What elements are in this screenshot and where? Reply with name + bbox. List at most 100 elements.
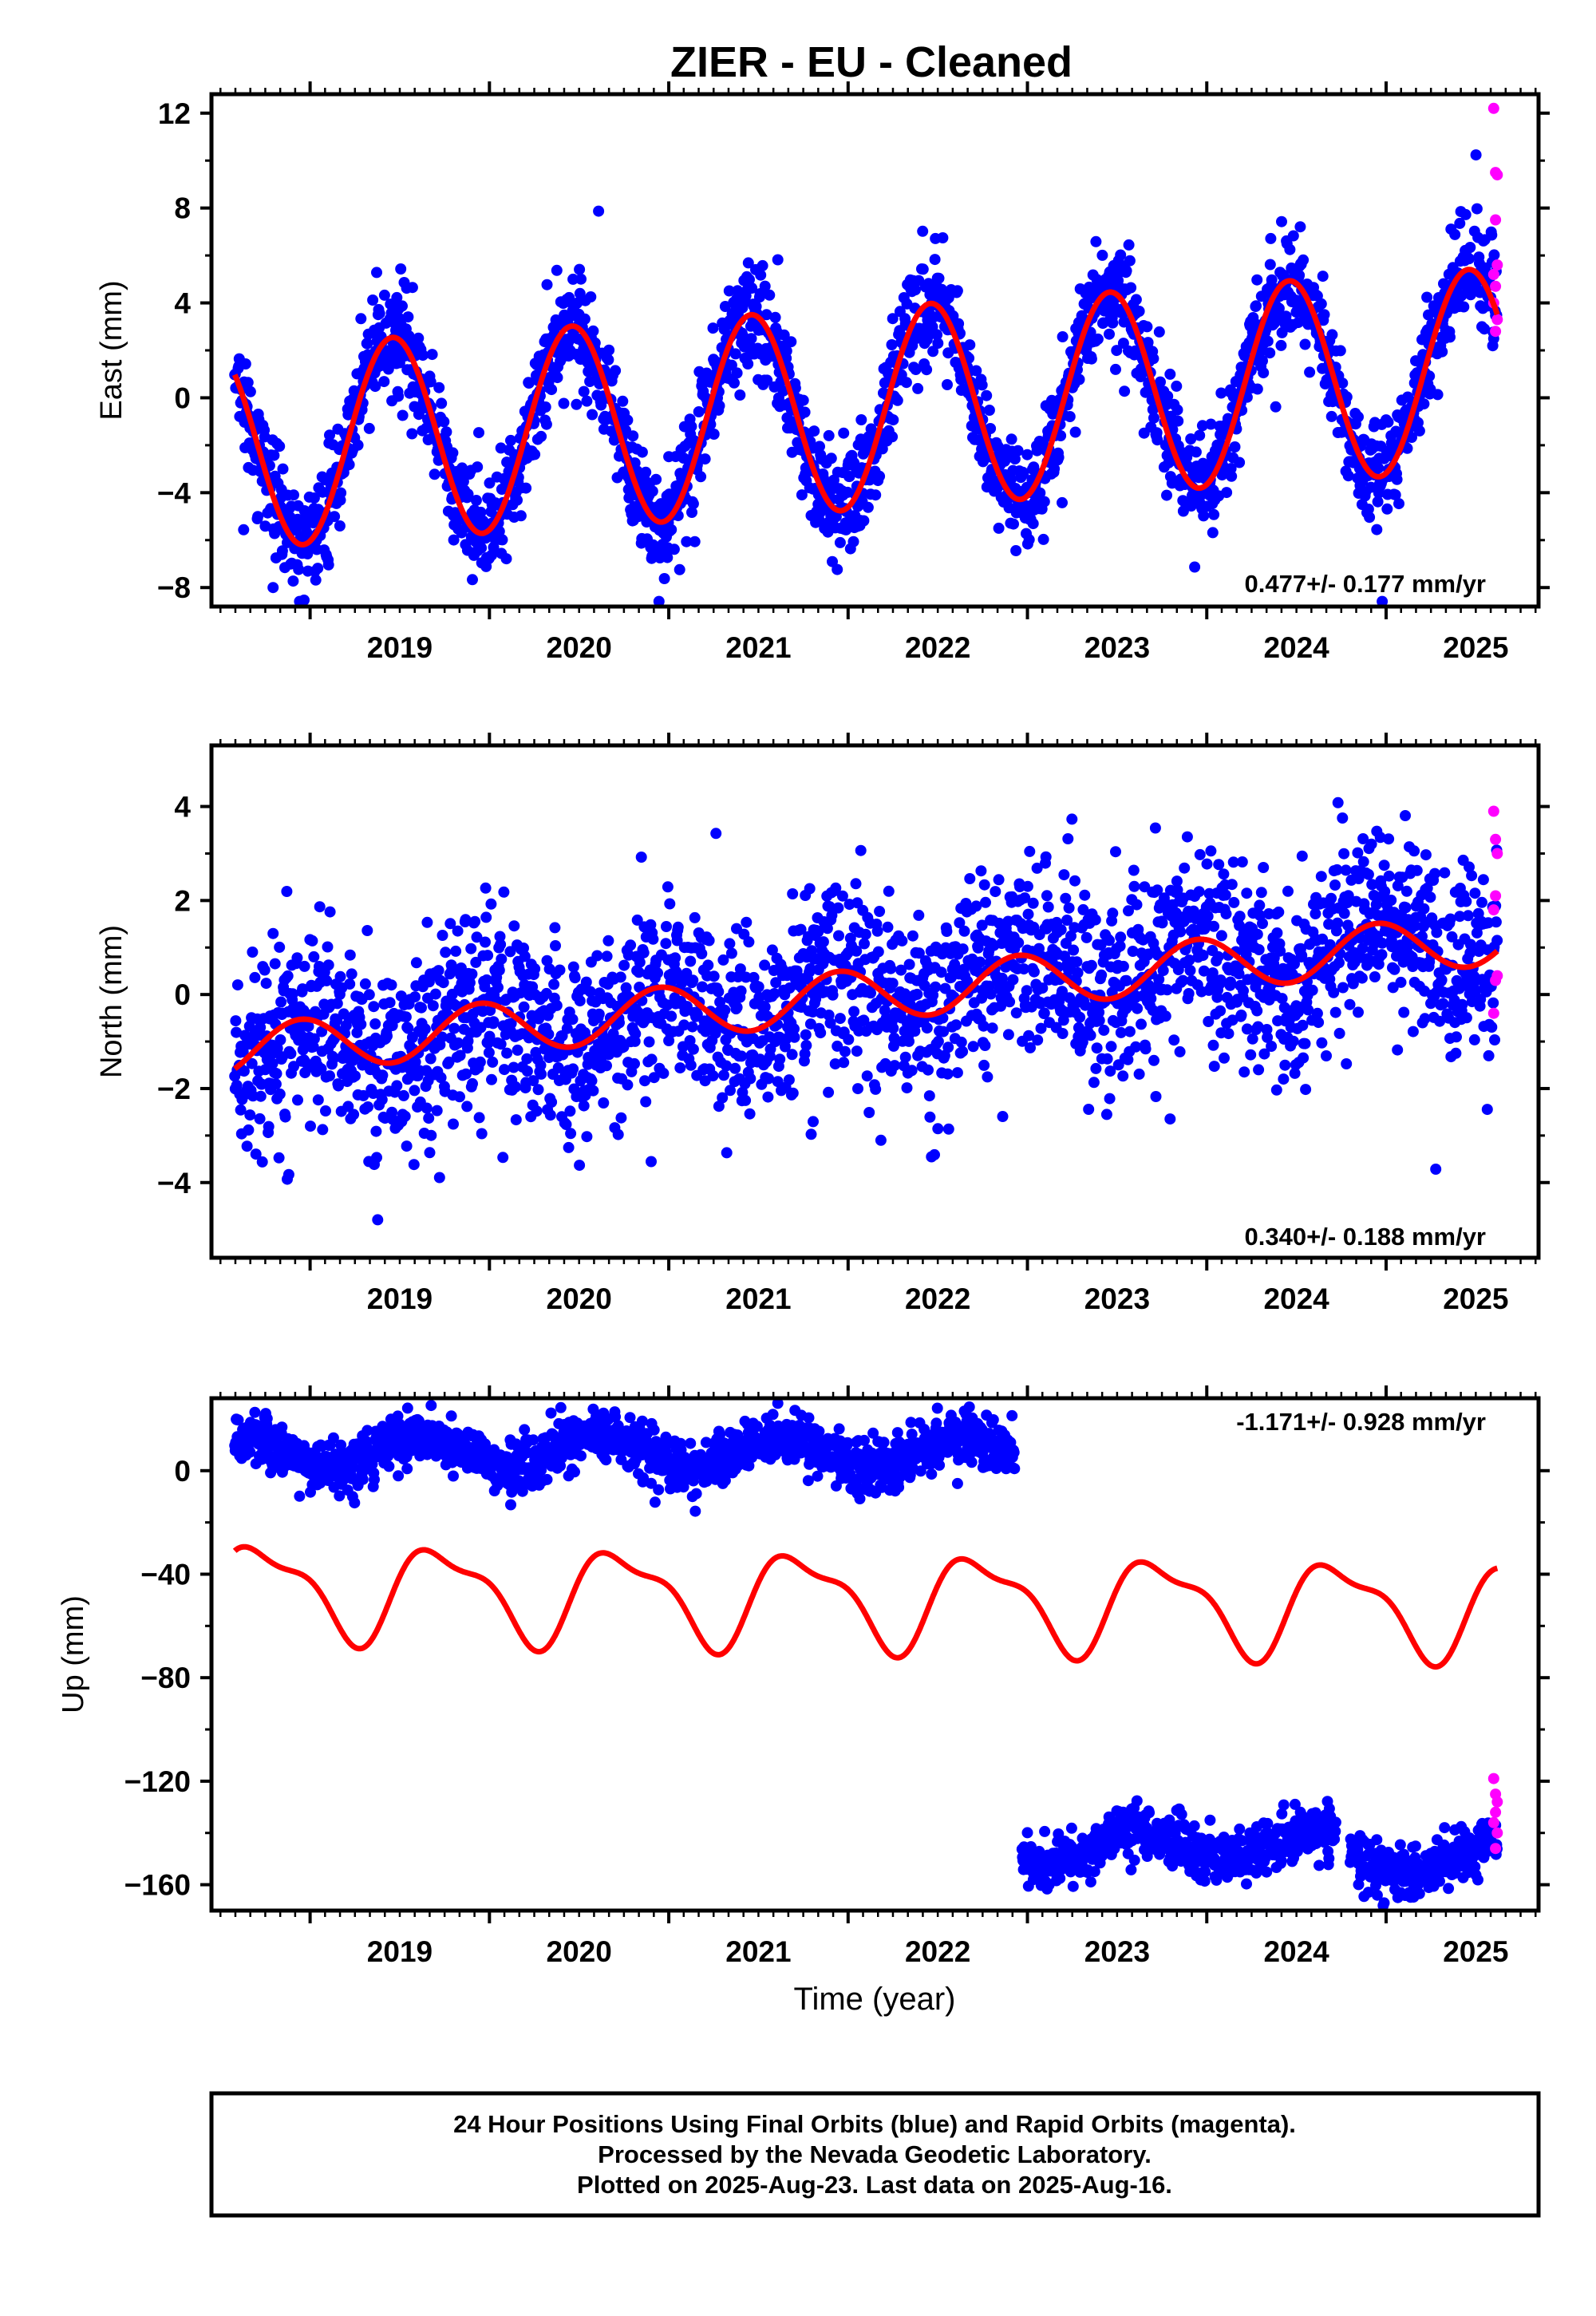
rapid-orbit-point — [1491, 259, 1503, 271]
final-orbit-point — [686, 1021, 698, 1033]
final-orbit-point — [970, 365, 982, 377]
final-orbit-point — [932, 1123, 944, 1135]
final-orbit-point — [1085, 353, 1097, 365]
final-orbit-point — [942, 1068, 954, 1080]
final-orbit-point — [1010, 545, 1022, 556]
final-orbit-point — [1458, 301, 1470, 313]
final-orbit-point — [1251, 928, 1263, 940]
final-orbit-point — [805, 1128, 817, 1140]
final-orbit-point — [808, 425, 820, 437]
final-orbit-point — [870, 1083, 882, 1095]
final-orbit-point — [1460, 1012, 1472, 1024]
rapid-orbit-point — [1490, 280, 1502, 292]
final-orbit-point — [564, 1105, 576, 1117]
final-orbit-point — [1490, 916, 1502, 928]
final-orbit-point — [1152, 434, 1163, 446]
final-orbit-point — [1215, 930, 1227, 942]
final-orbit-point — [378, 289, 390, 301]
final-orbit-point — [1373, 462, 1385, 474]
final-orbit-point — [302, 1021, 314, 1033]
final-orbit-point — [473, 1112, 485, 1124]
final-orbit-point — [850, 878, 862, 890]
final-orbit-point — [551, 999, 563, 1011]
final-orbit-point — [322, 559, 334, 571]
final-orbit-point — [1117, 960, 1129, 972]
final-orbit-point — [575, 273, 587, 285]
final-orbit-point — [465, 943, 477, 954]
final-orbit-point — [371, 267, 382, 279]
final-orbit-point — [1148, 353, 1159, 365]
final-orbit-point — [685, 955, 697, 967]
final-orbit-point — [1128, 880, 1140, 892]
final-orbit-point — [713, 400, 725, 412]
final-orbit-point — [587, 1085, 599, 1097]
final-orbit-point — [1090, 235, 1102, 247]
final-orbit-point — [1431, 927, 1443, 939]
final-orbit-point — [429, 468, 440, 480]
final-orbit-point — [1341, 391, 1353, 403]
final-orbit-point — [658, 573, 670, 584]
final-orbit-point — [355, 313, 367, 325]
final-orbit-point — [551, 372, 563, 384]
final-orbit-point — [359, 978, 371, 990]
final-orbit-point — [406, 282, 418, 294]
final-orbit-point — [923, 1090, 935, 1102]
final-orbit-point — [348, 1109, 360, 1120]
final-orbit-point — [1365, 481, 1377, 493]
final-orbit-point — [708, 429, 720, 440]
final-orbit-point — [640, 1096, 652, 1108]
final-orbit-point — [539, 401, 551, 413]
final-orbit-point — [277, 463, 289, 475]
final-orbit-point — [499, 1064, 510, 1076]
final-orbit-point — [231, 1026, 243, 1038]
final-orbit-point — [314, 901, 326, 913]
final-orbit-point — [652, 967, 663, 979]
final-orbit-point — [907, 930, 918, 942]
final-orbit-point — [1304, 366, 1316, 378]
final-orbit-point — [1207, 527, 1219, 539]
final-orbit-point — [1010, 1007, 1022, 1019]
final-orbit-point — [1119, 385, 1131, 397]
final-orbit-point — [423, 1113, 435, 1124]
final-orbit-point — [1250, 300, 1262, 312]
final-orbit-point — [413, 332, 425, 344]
final-orbit-point — [1342, 470, 1354, 482]
final-orbit-point — [393, 390, 405, 402]
final-orbit-point — [558, 397, 570, 409]
final-orbit-point — [271, 1042, 283, 1054]
final-orbit-point — [531, 1105, 543, 1117]
final-orbit-point — [335, 487, 347, 499]
final-orbit-point — [689, 536, 701, 547]
final-orbit-point — [1184, 965, 1196, 976]
final-orbit-point — [1212, 951, 1224, 962]
final-orbit-point — [1253, 944, 1265, 955]
final-orbit-point — [322, 941, 334, 953]
final-orbit-point — [274, 1088, 286, 1100]
final-orbit-point — [1031, 445, 1043, 456]
final-orbit-point — [486, 1073, 497, 1085]
final-orbit-point — [480, 882, 492, 894]
final-orbit-point — [324, 429, 335, 441]
final-orbit-point — [647, 933, 659, 945]
final-orbit-point — [658, 1067, 670, 1079]
final-orbit-point — [1391, 473, 1403, 485]
final-orbit-point — [662, 881, 674, 893]
final-orbit-point — [1381, 503, 1393, 515]
final-orbit-point — [286, 988, 298, 1000]
final-orbit-point — [235, 1104, 247, 1116]
final-orbit-point — [501, 1047, 513, 1059]
final-orbit-point — [1315, 298, 1327, 310]
final-orbit-point — [993, 874, 1005, 886]
final-orbit-point — [343, 459, 355, 471]
final-orbit-point — [510, 1114, 522, 1126]
final-orbit-point — [1175, 926, 1187, 938]
final-orbit-point — [958, 925, 970, 937]
final-orbit-point — [1164, 1113, 1176, 1125]
final-orbit-point — [1234, 456, 1246, 468]
final-orbit-point — [625, 939, 637, 951]
final-orbit-point — [1164, 368, 1176, 380]
final-orbit-point — [306, 935, 318, 947]
final-orbit-point — [231, 1080, 243, 1091]
final-orbit-point — [328, 1052, 340, 1064]
final-orbit-point — [1245, 1049, 1257, 1061]
